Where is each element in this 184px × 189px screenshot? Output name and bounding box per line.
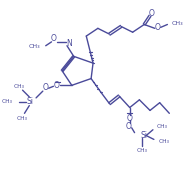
Text: CH₃: CH₃ (137, 148, 148, 153)
Text: CH₃: CH₃ (2, 99, 13, 104)
Text: N: N (66, 39, 72, 48)
Text: CH₃: CH₃ (171, 21, 183, 26)
Text: Si: Si (27, 97, 34, 106)
Text: O: O (51, 34, 56, 43)
Text: O: O (53, 81, 59, 90)
Text: CH₃: CH₃ (17, 116, 28, 121)
Text: O: O (127, 114, 133, 123)
Text: CH₃: CH₃ (159, 139, 170, 144)
Text: O: O (149, 9, 155, 18)
Text: CH₃: CH₃ (13, 84, 24, 89)
Text: CH₃: CH₃ (28, 44, 40, 49)
Text: O: O (43, 83, 49, 92)
Text: CH₃: CH₃ (157, 124, 168, 129)
Text: Si: Si (140, 131, 147, 140)
Text: O: O (155, 23, 161, 32)
Text: O: O (126, 122, 132, 131)
